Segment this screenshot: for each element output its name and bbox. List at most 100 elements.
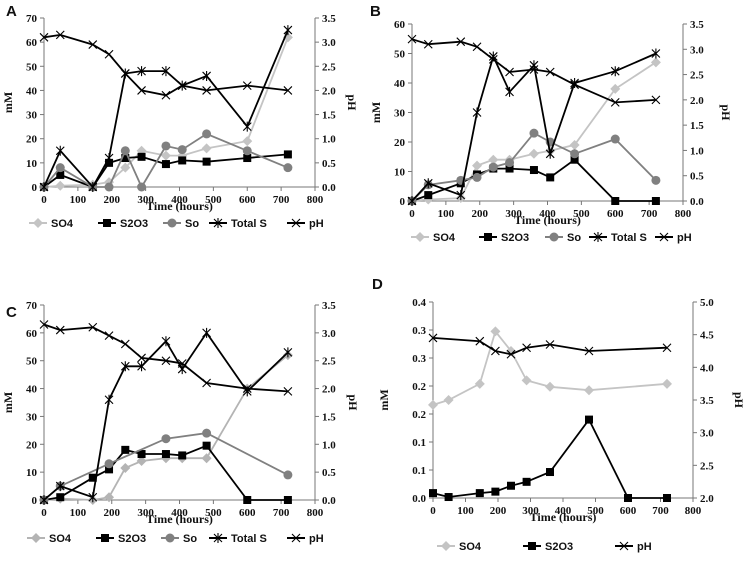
y2-tick-label: 2.0	[322, 384, 336, 396]
panel-letter: D	[372, 276, 383, 293]
series-line	[432, 329, 668, 406]
legend-item: S2O3	[523, 541, 573, 553]
data-point	[39, 182, 49, 192]
y-tick-label: 0.3	[412, 325, 426, 337]
data-point	[651, 197, 660, 205]
series-line	[43, 331, 289, 501]
data-point	[423, 178, 433, 189]
series-total-s	[39, 25, 293, 192]
data-point	[505, 164, 514, 173]
y-tick-label: 0.4	[412, 297, 426, 309]
data-point	[55, 145, 65, 156]
x-tick-label: 100	[70, 194, 87, 206]
legend-label: So	[567, 232, 581, 244]
data-point	[137, 353, 146, 363]
legend-marker	[415, 232, 425, 242]
data-point	[428, 399, 438, 410]
legend-label: pH	[637, 541, 652, 553]
legend-item: Total S	[209, 533, 267, 545]
y2-tick-label: 2.0	[322, 85, 336, 97]
data-point	[161, 90, 171, 100]
data-point	[545, 148, 555, 159]
data-point	[104, 459, 114, 469]
legend-marker	[291, 218, 301, 228]
y-tick-label: 50	[26, 356, 38, 368]
data-point	[161, 336, 171, 347]
data-point	[283, 386, 293, 396]
x-tick-label: 500	[573, 208, 590, 220]
y-tick-label: 10	[26, 158, 38, 170]
chart-panel-c: C 0 100 200 300 400 500 600 700 800 0 10 20 30 40 50 60 7…	[1, 300, 360, 545]
legend-item: So	[161, 533, 197, 545]
y-tick-label: 0.0	[412, 493, 426, 505]
data-point	[624, 494, 632, 502]
data-point	[137, 152, 146, 161]
data-point	[55, 325, 65, 335]
y2-tick-label: 1.0	[322, 439, 336, 451]
data-point	[428, 333, 438, 343]
data-point	[120, 146, 130, 156]
data-point	[424, 191, 433, 200]
data-point	[120, 361, 130, 372]
legend-marker	[619, 541, 629, 551]
data-point	[570, 155, 579, 164]
data-point	[202, 378, 211, 388]
data-point	[611, 197, 620, 205]
data-point	[104, 153, 114, 164]
legend-label: S2O3	[501, 232, 529, 244]
y2-tick-label: 3.0	[322, 37, 336, 49]
data-point	[161, 160, 170, 169]
series-line	[411, 158, 656, 202]
x-tick-label: 200	[472, 208, 489, 220]
y2-tick-label: 0.0	[690, 196, 704, 208]
y2-tick-label: 4.0	[700, 362, 714, 374]
legend-marker	[291, 533, 301, 543]
data-point	[243, 496, 252, 504]
data-point	[104, 492, 115, 503]
x-tick-label: 200	[490, 505, 507, 517]
x-tick-label: 400	[555, 505, 572, 517]
legend-label: SO4	[433, 232, 456, 244]
y-tick-label: 40	[26, 85, 38, 97]
legend-marker	[549, 232, 559, 242]
legend-marker	[441, 541, 451, 551]
series-ph	[407, 34, 661, 107]
y-tick-label: 10	[26, 467, 38, 479]
data-point	[202, 441, 211, 450]
y-axis-title: mM	[1, 392, 15, 413]
series-ph	[39, 320, 293, 396]
legend-label: pH	[309, 533, 324, 545]
y-axis-title: mM	[1, 92, 15, 113]
legend: SO4 S2O3 So Total S pH	[29, 218, 324, 230]
data-point	[201, 453, 212, 464]
legend-marker	[31, 533, 41, 543]
data-point	[569, 139, 580, 150]
series-so	[39, 428, 293, 505]
legend-marker	[528, 542, 536, 550]
data-point	[491, 346, 500, 356]
y-axis-title: mM	[369, 102, 383, 123]
data-point	[522, 343, 531, 353]
y2-tick-label: 2.5	[700, 460, 714, 472]
data-point	[120, 162, 131, 173]
data-point	[456, 190, 466, 201]
data-point	[570, 80, 579, 90]
data-point	[472, 160, 483, 171]
data-point	[443, 395, 454, 405]
data-point	[488, 154, 499, 165]
data-point	[161, 356, 171, 366]
y2-tick-label: 5.0	[700, 297, 714, 309]
data-point	[283, 150, 292, 159]
data-point	[55, 30, 65, 40]
data-point	[88, 473, 97, 482]
legend-label: pH	[677, 232, 692, 244]
data-point	[488, 162, 498, 172]
y2-axis-title: pH	[732, 392, 743, 409]
x-tick-label: 0	[409, 208, 415, 220]
data-point	[243, 154, 252, 163]
legend-label: S2O3	[118, 533, 146, 545]
y-tick-label: 0	[32, 182, 38, 194]
y-tick-label: 10	[394, 167, 406, 179]
data-point	[456, 37, 466, 47]
data-point	[88, 492, 98, 503]
